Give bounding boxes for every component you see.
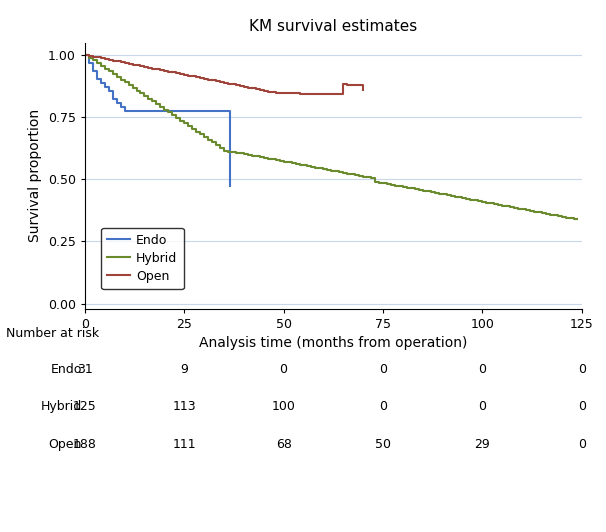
- Endo: [113, 96, 120, 102]
- Endo: [81, 52, 88, 58]
- Open: [224, 80, 231, 86]
- Endo: [101, 84, 108, 90]
- Y-axis label: Survival proportion: Survival proportion: [28, 109, 42, 242]
- Hybrid: [379, 180, 387, 186]
- Hybrid: [81, 52, 88, 58]
- Endo: [141, 108, 148, 114]
- Text: Endo: Endo: [50, 363, 82, 376]
- Endo: [117, 100, 124, 106]
- Legend: Endo, Hybrid, Open: Endo, Hybrid, Open: [101, 228, 184, 289]
- Line: Open: Open: [85, 55, 363, 94]
- Hybrid: [221, 147, 228, 154]
- Endo: [121, 108, 128, 114]
- Text: 113: 113: [173, 401, 196, 413]
- Endo: [97, 76, 104, 82]
- Text: 0: 0: [379, 363, 387, 376]
- Hybrid: [391, 181, 399, 188]
- Endo: [85, 52, 93, 58]
- Line: Hybrid: Hybrid: [85, 55, 578, 219]
- Endo: [226, 108, 233, 114]
- Text: 111: 111: [173, 438, 196, 451]
- Text: 100: 100: [271, 401, 296, 413]
- Text: Number at risk: Number at risk: [6, 327, 99, 340]
- Text: 125: 125: [73, 401, 97, 413]
- Endo: [97, 80, 104, 86]
- Text: 0: 0: [379, 401, 387, 413]
- Text: 0: 0: [578, 363, 586, 376]
- Endo: [161, 108, 168, 114]
- Endo: [121, 104, 128, 110]
- Endo: [113, 100, 120, 106]
- Endo: [201, 108, 208, 114]
- Hybrid: [387, 181, 395, 187]
- Endo: [109, 96, 116, 102]
- Open: [336, 91, 343, 97]
- Open: [331, 91, 339, 97]
- Endo: [89, 68, 96, 74]
- Endo: [129, 108, 136, 114]
- Endo: [224, 108, 231, 114]
- Open: [272, 90, 279, 96]
- Text: 0: 0: [478, 401, 487, 413]
- Open: [145, 64, 152, 70]
- Endo: [93, 68, 101, 74]
- Endo: [89, 60, 96, 66]
- Title: KM survival estimates: KM survival estimates: [249, 20, 418, 35]
- Endo: [105, 88, 112, 94]
- Endo: [117, 104, 124, 110]
- Text: 0: 0: [578, 401, 586, 413]
- Open: [81, 52, 88, 58]
- Endo: [161, 108, 168, 114]
- Text: 0: 0: [279, 363, 288, 376]
- Text: 29: 29: [474, 438, 490, 451]
- Text: 31: 31: [77, 363, 93, 376]
- Line: Endo: Endo: [85, 55, 230, 187]
- Text: Open: Open: [48, 438, 82, 451]
- Endo: [101, 80, 108, 86]
- Text: 50: 50: [375, 438, 391, 451]
- Endo: [129, 108, 136, 114]
- Hybrid: [224, 149, 231, 155]
- Open: [232, 82, 239, 88]
- Endo: [181, 108, 188, 114]
- Endo: [224, 108, 231, 114]
- Endo: [141, 108, 148, 114]
- Hybrid: [570, 216, 578, 222]
- Endo: [181, 108, 188, 114]
- Open: [359, 87, 367, 94]
- Endo: [226, 184, 233, 190]
- Hybrid: [574, 216, 581, 222]
- Text: 0: 0: [578, 438, 586, 451]
- Endo: [201, 108, 208, 114]
- Open: [311, 90, 319, 97]
- Endo: [109, 88, 116, 94]
- Text: 9: 9: [181, 363, 188, 376]
- Text: 0: 0: [478, 363, 487, 376]
- Text: 188: 188: [73, 438, 97, 451]
- X-axis label: Analysis time (months from operation): Analysis time (months from operation): [199, 336, 467, 350]
- Endo: [85, 60, 93, 66]
- Text: Hybrid: Hybrid: [41, 401, 82, 413]
- Hybrid: [519, 206, 526, 213]
- Endo: [105, 84, 112, 90]
- Endo: [93, 76, 101, 82]
- Text: 68: 68: [276, 438, 291, 451]
